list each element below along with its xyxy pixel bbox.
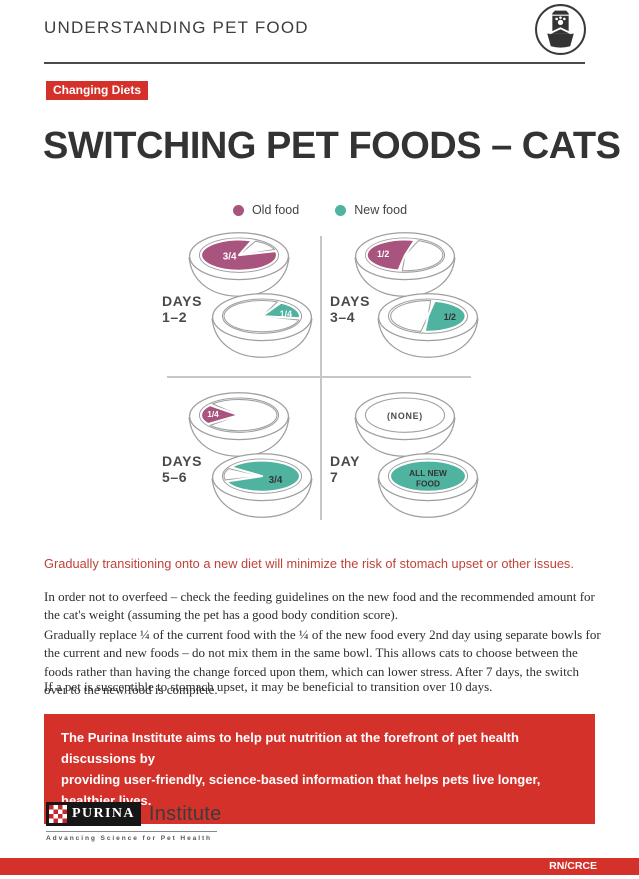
- portion-label: 1/4: [280, 309, 292, 319]
- legend-item-new-food: New food: [335, 203, 407, 217]
- pet-bowl-icon: [547, 33, 574, 48]
- empty-portion-outline: [223, 468, 263, 481]
- day-label-days-5-6: DAYS 5–6: [162, 453, 203, 486]
- lead-text: Gradually transitioning onto a new diet …: [44, 556, 574, 571]
- new-food-portion: [423, 299, 467, 333]
- old-food-portion: [200, 238, 278, 272]
- bowl-rim-highlight: [548, 27, 573, 35]
- body-paragraph-2: Gradually replace ¼ of the current food …: [44, 627, 601, 698]
- portion-label: 1/2: [377, 249, 389, 259]
- diagram-horizontal-divider: [167, 376, 471, 378]
- footer-bar: RN/CRCE: [0, 858, 639, 875]
- new-food-bowl-days-1-2: 1/4: [211, 293, 313, 358]
- portion-label: 1/2: [444, 312, 456, 322]
- new-food-bowl-days-5-6: 3/4: [211, 453, 313, 518]
- old-food-bowl-day-7-empty: (NONE): [354, 392, 456, 457]
- old-food-portion: [365, 238, 416, 272]
- old-food-legend-label: Old food: [251, 203, 300, 217]
- old-food-bowl-days-3-4: 1/2: [354, 232, 456, 297]
- page-title: SWITCHING PET FOODS – CATS: [43, 125, 621, 167]
- portion-label: (NONE): [387, 411, 423, 421]
- diagram-vertical-divider: [320, 236, 322, 520]
- portion-label: 3/4: [269, 475, 283, 486]
- new-food-portion: [389, 459, 468, 493]
- pet-food-icon: [535, 4, 586, 55]
- empty-portion-outline: [223, 300, 300, 333]
- banner-line-1: The Purina Institute aims to help put nu…: [61, 730, 519, 767]
- header-divider-rule: [44, 62, 585, 64]
- portion-label: 3/4: [223, 252, 237, 263]
- new-food-bowl-day-7-full: ALL NEW FOOD: [377, 453, 479, 518]
- legend: Old food New food: [150, 203, 490, 217]
- category-badge: Changing Diets: [46, 81, 149, 100]
- body-paragraph-3: If a pet is susceptible to stomach upset…: [44, 679, 493, 694]
- bowl-inner-rim: [364, 397, 446, 433]
- logo-tagline: Advancing Science for Pet Health: [46, 835, 212, 842]
- portion-label-line2: FOOD: [416, 478, 440, 488]
- old-food-portion: [200, 404, 241, 426]
- day-label-days-3-4: DAYS 3–4: [330, 293, 371, 326]
- portion-label-line1: ALL NEW: [409, 468, 447, 478]
- new-food-portion: [225, 459, 301, 493]
- institute-wordmark: Institute: [148, 802, 222, 825]
- empty-portion-outline: [238, 240, 275, 256]
- purina-checkerboard-icon: [49, 805, 67, 823]
- legend-item-old-food: Old food: [232, 203, 300, 217]
- logo-divider-rule: [46, 831, 217, 832]
- new-food-legend-label: New food: [354, 203, 408, 217]
- old-food-bowl-days-5-6: 1/4: [188, 392, 290, 457]
- purina-institute-logo: PURINA Institute: [46, 802, 222, 826]
- new-food-legend-dot: [335, 204, 347, 216]
- document-header-title: UNDERSTANDING PET FOOD: [44, 18, 309, 37]
- old-food-bowl-days-1-2: 3/4: [188, 232, 290, 297]
- empty-portion-outline: [401, 240, 444, 272]
- new-food-portion: [260, 301, 302, 320]
- old-food-legend-dot: [232, 204, 244, 216]
- day-label-days-1-2: DAYS 1–2: [162, 293, 203, 326]
- portion-label: 1/4: [207, 409, 219, 419]
- purina-logo-box: PURINA: [46, 802, 141, 826]
- empty-portion-outline: [390, 300, 432, 332]
- new-food-bowl-days-3-4: 1/2: [377, 293, 479, 358]
- bag-fold-line: [552, 14, 569, 16]
- body-paragraph-1: In order not to overfeed – check the fee…: [44, 589, 595, 623]
- empty-portion-outline: [209, 399, 278, 432]
- footer-code: RN/CRCE: [549, 860, 597, 872]
- purina-wordmark: PURINA: [72, 806, 135, 821]
- day-label-day-7: DAY 7: [330, 453, 361, 486]
- paw-print-icon: [555, 16, 566, 26]
